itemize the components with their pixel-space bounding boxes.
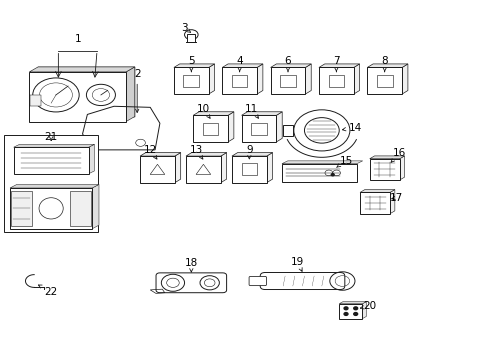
Bar	[369, 159, 399, 180]
Bar	[140, 156, 175, 183]
Text: 10: 10	[197, 104, 210, 118]
Polygon shape	[92, 184, 99, 229]
Text: 7: 7	[332, 56, 339, 72]
Text: 19: 19	[290, 257, 304, 271]
Text: 21: 21	[44, 132, 58, 143]
Text: 17: 17	[389, 193, 403, 203]
Bar	[366, 67, 401, 94]
Text: 14: 14	[342, 122, 362, 132]
Polygon shape	[318, 64, 359, 67]
Polygon shape	[88, 144, 94, 174]
Bar	[14, 147, 88, 174]
Bar	[251, 123, 266, 135]
Polygon shape	[389, 190, 394, 214]
Polygon shape	[276, 112, 282, 142]
Circle shape	[330, 174, 333, 176]
Polygon shape	[241, 112, 282, 115]
Bar	[187, 34, 195, 42]
Circle shape	[353, 312, 357, 315]
Bar	[185, 156, 221, 183]
Text: 20: 20	[360, 301, 376, 311]
Polygon shape	[369, 156, 404, 159]
Circle shape	[344, 307, 347, 310]
Polygon shape	[257, 64, 263, 94]
Polygon shape	[305, 64, 310, 94]
Polygon shape	[126, 67, 135, 122]
Bar	[231, 75, 247, 87]
Polygon shape	[10, 184, 99, 188]
Text: 3: 3	[181, 23, 190, 33]
Polygon shape	[174, 64, 214, 67]
Polygon shape	[14, 144, 94, 147]
FancyBboxPatch shape	[156, 273, 226, 293]
Polygon shape	[362, 302, 366, 319]
Bar	[193, 115, 227, 142]
Bar	[174, 67, 208, 94]
Bar	[283, 125, 292, 136]
Polygon shape	[366, 64, 407, 67]
Bar	[359, 192, 389, 214]
Text: 22: 22	[39, 285, 58, 297]
Bar	[241, 163, 257, 175]
Bar	[231, 156, 266, 183]
Bar	[328, 75, 344, 87]
Bar	[339, 304, 362, 319]
FancyBboxPatch shape	[248, 276, 266, 285]
Text: 1: 1	[74, 33, 81, 44]
Text: 15: 15	[336, 156, 352, 167]
Bar	[241, 115, 276, 142]
Bar	[270, 67, 305, 94]
Text: 5: 5	[187, 56, 194, 72]
Polygon shape	[221, 153, 226, 183]
Bar	[10, 188, 92, 229]
Bar	[222, 67, 257, 94]
Bar	[318, 67, 353, 94]
Polygon shape	[38, 67, 135, 117]
FancyBboxPatch shape	[260, 273, 344, 289]
Text: 9: 9	[245, 145, 252, 159]
Bar	[70, 191, 91, 226]
Bar	[183, 75, 199, 87]
Polygon shape	[282, 161, 362, 164]
Polygon shape	[270, 64, 310, 67]
Text: 16: 16	[390, 148, 405, 162]
Circle shape	[344, 312, 347, 315]
Text: 13: 13	[189, 145, 203, 159]
Polygon shape	[193, 112, 233, 115]
Bar	[4, 135, 98, 232]
Polygon shape	[266, 153, 272, 183]
Polygon shape	[208, 64, 214, 94]
Text: 2: 2	[134, 69, 140, 112]
Bar	[203, 123, 218, 135]
Bar	[29, 72, 126, 122]
Text: 12: 12	[143, 145, 157, 159]
Polygon shape	[29, 67, 135, 72]
Polygon shape	[353, 64, 359, 94]
Circle shape	[353, 307, 357, 310]
Polygon shape	[339, 302, 366, 304]
Text: 6: 6	[284, 56, 291, 72]
Polygon shape	[359, 190, 394, 192]
Polygon shape	[222, 64, 263, 67]
Polygon shape	[175, 153, 180, 183]
Text: 11: 11	[244, 104, 258, 118]
Polygon shape	[401, 64, 407, 94]
Polygon shape	[231, 153, 272, 156]
Bar	[30, 95, 41, 105]
Text: 18: 18	[184, 258, 198, 272]
Polygon shape	[140, 153, 180, 156]
Polygon shape	[399, 156, 404, 180]
Bar	[280, 75, 295, 87]
Text: 4: 4	[236, 56, 243, 72]
Polygon shape	[185, 153, 226, 156]
Polygon shape	[227, 112, 233, 142]
Bar	[282, 164, 356, 182]
Bar	[376, 75, 392, 87]
Text: 8: 8	[381, 56, 387, 72]
Bar	[11, 191, 32, 226]
